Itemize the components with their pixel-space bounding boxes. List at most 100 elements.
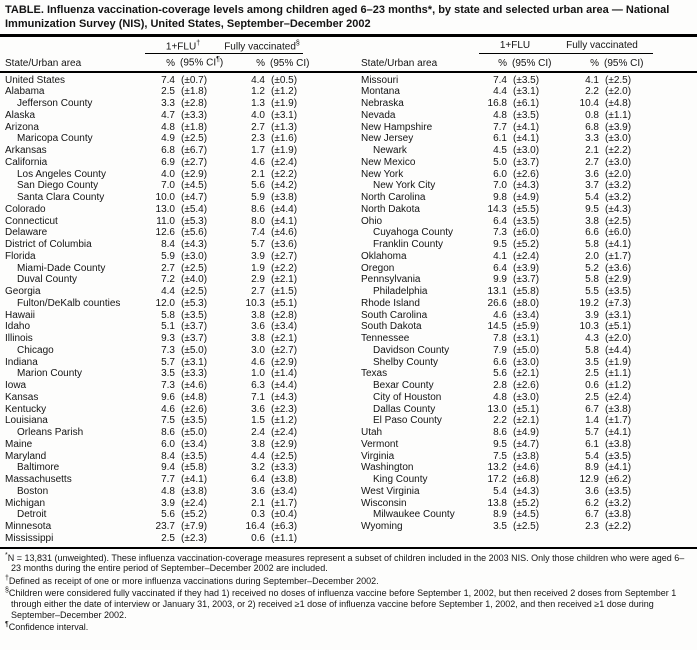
flu-ci-cell: (±2.5): [181, 262, 208, 274]
flu-ci-cell: (±2.4): [181, 497, 208, 509]
flu-pct-cell: 17.2: [487, 474, 507, 486]
state-name-cell: San Diego County: [17, 180, 99, 192]
state-name-cell: Pennsylvania: [361, 274, 421, 286]
table-row: Connecticut 11.0 (±5.3) 8.0 (±4.1): [5, 216, 303, 228]
state-name-cell: Oklahoma: [361, 250, 407, 262]
table-row: Louisiana 7.5 (±3.5) 1.5 (±1.2): [5, 415, 303, 427]
flu-pct-cell: 2.5: [161, 532, 175, 544]
fully-ci-cell: (±3.2): [605, 180, 632, 192]
table-row: Hawaii 5.8 (±3.5) 3.8 (±2.8): [5, 310, 303, 322]
fully-pct-cell: 1.3: [251, 98, 265, 110]
fully-pct-cell: 5.4: [585, 450, 599, 462]
fully-pct-cell: 5.8: [585, 344, 599, 356]
table-row: Wisconsin 13.8 (±5.2) 6.2 (±3.2): [361, 498, 653, 510]
fully-pct-cell: 9.5: [585, 203, 599, 215]
table-row: Alaska 4.7 (±3.3) 4.0 (±3.1): [5, 110, 303, 122]
fully-ci-cell: (±1.6): [271, 133, 298, 145]
flu-ci-cell: (±5.0): [181, 344, 208, 356]
state-name-cell: Maricopa County: [17, 133, 93, 145]
flu-pct-cell: 8.6: [161, 427, 175, 439]
table-row: Detroit 5.6 (±5.2) 0.3 (±0.4): [5, 509, 303, 521]
fully-ci-cell: (±3.6): [271, 239, 298, 251]
fully-pct-cell: 10.4: [579, 98, 599, 110]
flu-pct-cell: 2.5: [161, 86, 175, 98]
column-header-state-right: State/Urban area: [361, 57, 438, 69]
flu-pct-cell: 16.8: [487, 98, 507, 110]
fully-ci-cell: (±1.4): [271, 368, 298, 380]
state-name-cell: Utah: [361, 427, 383, 439]
flu-pct-cell: 6.9: [161, 156, 175, 168]
flu-ci-cell: (±5.5): [513, 203, 540, 215]
flu-ci-cell: (±5.2): [181, 509, 208, 521]
fully-pct-cell: 3.5: [585, 356, 599, 368]
fully-pct-cell: 1.4: [585, 415, 599, 427]
state-name-cell: Massachusetts: [5, 474, 72, 486]
fully-ci-cell: (±2.9): [605, 274, 632, 286]
fully-pct-cell: 0.6: [585, 380, 599, 392]
fully-ci-cell: (±7.3): [605, 297, 632, 309]
flu-ci-cell: (±2.6): [513, 168, 540, 180]
table-row: South Dakota 14.5 (±5.9) 10.3 (±5.1): [361, 321, 653, 333]
table-row: Milwaukee County 8.9 (±4.5) 6.7 (±3.8): [361, 509, 653, 521]
flu-pct-cell: 9.8: [493, 192, 507, 204]
fully-ci-cell: (±3.5): [605, 286, 632, 298]
flu-ci-cell: (±2.6): [181, 403, 208, 415]
table-row: Duval County 7.2 (±4.0) 2.9 (±2.1): [5, 274, 303, 286]
state-name-cell: Shelby County: [373, 356, 439, 368]
flu-ci-cell: (±4.1): [513, 133, 540, 145]
fully-ci-cell: (±3.8): [605, 438, 632, 450]
flu-pct-cell: 7.0: [493, 180, 507, 192]
state-name-cell: Nevada: [361, 109, 396, 121]
state-name-cell: North Carolina: [361, 192, 426, 204]
table-row: New Mexico 5.0 (±3.7) 2.7 (±3.0): [361, 157, 653, 169]
fully-ci-cell: (±3.1): [605, 309, 632, 321]
state-name-cell: Chicago: [17, 344, 54, 356]
fully-ci-cell: (±3.8): [271, 474, 298, 486]
flu-pct-cell: 4.1: [493, 250, 507, 262]
fully-pct-cell: 4.1: [585, 74, 599, 86]
table-row: City of Houston 4.8 (±3.0) 2.5 (±2.4): [361, 392, 653, 404]
flu-pct-cell: 4.6: [161, 403, 175, 415]
flu-ci-cell: (±5.8): [513, 286, 540, 298]
column-header-pct: %: [256, 57, 265, 69]
fully-ci-cell: (±3.2): [605, 497, 632, 509]
flu-ci-cell: (±4.0): [181, 274, 208, 286]
state-name-cell: South Dakota: [361, 321, 422, 333]
flu-ci-cell: (±3.5): [181, 450, 208, 462]
flu-ci-cell: (±5.3): [181, 297, 208, 309]
fully-ci-cell: (±2.5): [605, 215, 632, 227]
footnote-text: Defined as receipt of one or more influe…: [8, 575, 379, 586]
table-row: Franklin County 9.5 (±5.2) 5.8 (±4.1): [361, 239, 653, 251]
state-name-cell: King County: [373, 474, 428, 486]
flu-pct-cell: 7.3: [161, 380, 175, 392]
fully-ci-cell: (±4.4): [271, 203, 298, 215]
state-name-cell: Duval County: [17, 274, 78, 286]
flu-ci-cell: (±7.9): [181, 521, 208, 533]
column-header-ci: (95% CI): [604, 57, 644, 69]
flu-ci-cell: (±3.7): [513, 156, 540, 168]
flu-ci-cell: (±2.5): [181, 133, 208, 145]
flu-pct-cell: 7.5: [161, 415, 175, 427]
flu-pct-cell: 13.8: [487, 497, 507, 509]
fully-ci-cell: (±3.1): [271, 109, 298, 121]
flu-ci-cell: (±3.9): [513, 262, 540, 274]
footnote-text: Children were considered fully vaccinate…: [8, 588, 677, 620]
group-label: 1+FLU: [165, 41, 197, 53]
bottom-rule: [0, 546, 697, 549]
table-row: Wyoming 3.5 (±2.5) 2.3 (±2.2): [361, 521, 653, 533]
fully-ci-cell: (±4.4): [605, 344, 632, 356]
fully-ci-cell: (±2.0): [605, 86, 632, 98]
flu-ci-cell: (±3.5): [513, 74, 540, 86]
flu-pct-cell: 4.5: [493, 145, 507, 157]
footnote-marker: ¶: [5, 621, 9, 629]
flu-ci-cell: (±4.9): [513, 192, 540, 204]
fully-ci-cell: (±2.2): [605, 521, 632, 533]
flu-pct-cell: 8.4: [161, 239, 175, 251]
footnote-marker: §: [295, 40, 300, 47]
fully-ci-cell: (±3.8): [605, 403, 632, 415]
table-row: Idaho 5.1 (±3.7) 3.6 (±3.4): [5, 321, 303, 333]
fully-ci-cell: (±2.1): [271, 274, 298, 286]
flu-ci-cell: (±2.8): [181, 98, 208, 110]
flu-ci-cell: (±5.2): [513, 239, 540, 251]
fully-pct-cell: 5.2: [585, 262, 599, 274]
